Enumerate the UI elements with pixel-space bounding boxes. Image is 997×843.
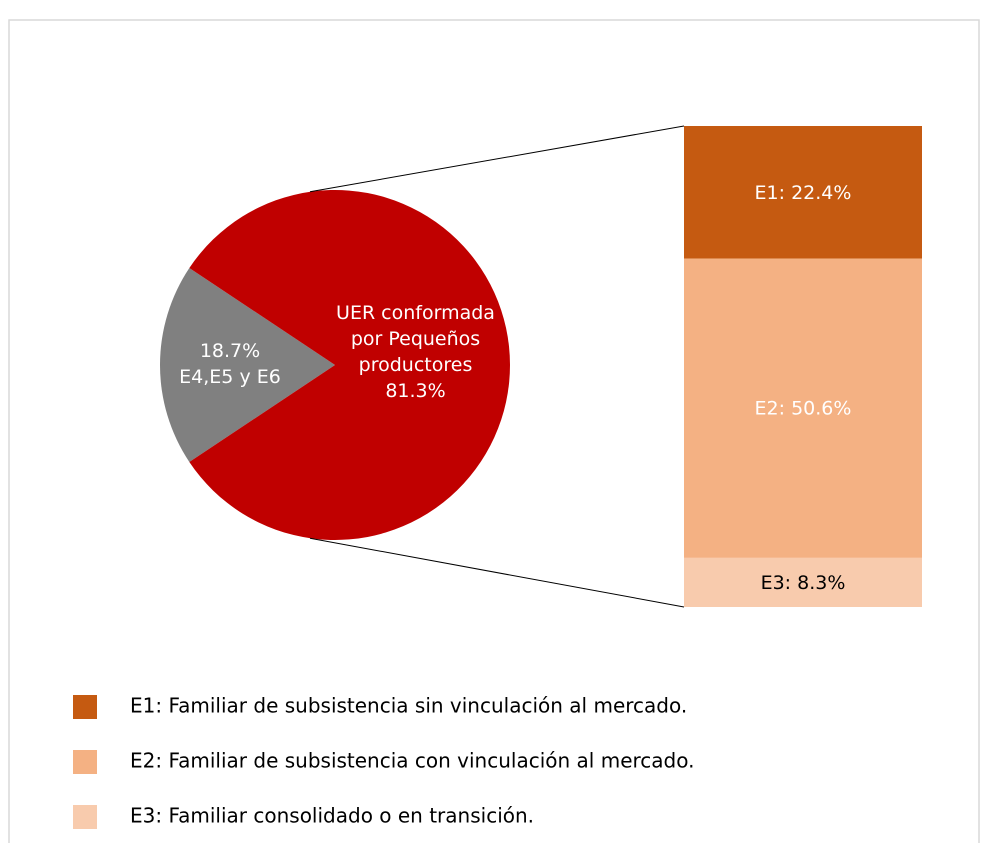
value-label: 81.3% [385, 380, 446, 402]
legend-swatch [73, 695, 97, 719]
category-label: E4,E5 y E6 [179, 366, 281, 388]
frame [8, 19, 980, 843]
bar-label: E3: 8.3% [761, 572, 846, 594]
red-label: UER conformada por Pequeños productores … [318, 300, 513, 404]
connector [309, 125, 685, 193]
pie-slice [159, 268, 335, 462]
bar-segment [684, 557, 922, 607]
legend-label: E3: Familiar consolidado o en transición… [130, 804, 534, 828]
bar-label: E1: 22.4% [755, 182, 852, 204]
bar-segment [684, 126, 922, 259]
bar-label: E2: 50.6% [755, 398, 852, 420]
legend-label: E2: Familiar de subsistencia con vincula… [130, 749, 694, 773]
legend-swatch [73, 805, 97, 829]
legend-swatch [73, 750, 97, 774]
value-label: 18.7% [199, 340, 261, 362]
bar-segment [684, 258, 922, 558]
category-label: UER conformada por Pequeños productores [336, 302, 495, 376]
gray-label: 18.7% E4,E5 y E6 [160, 338, 300, 390]
legend-label: E1: Familiar de subsistencia sin vincula… [130, 694, 687, 718]
connector [309, 537, 685, 608]
pie-slice [189, 190, 511, 541]
